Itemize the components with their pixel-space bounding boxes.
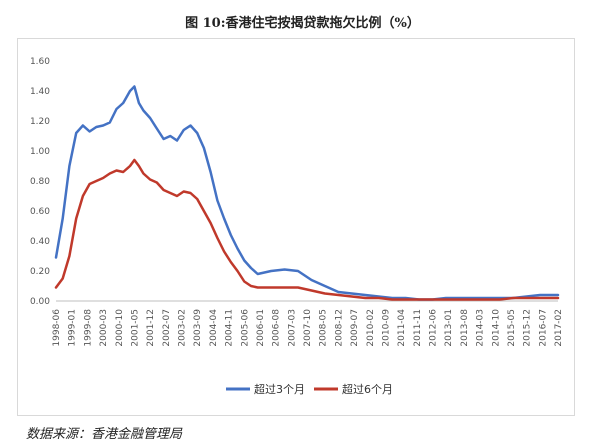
x-tick-label: 2007-10 [303, 309, 313, 347]
x-tick-label: 2009-07 [350, 309, 360, 347]
line-chart: 0.00 0.20 0.40 0.60 0.80 1.00 1.20 1.40 1.60 1998… [30, 57, 564, 396]
x-tick-label: 2011-11 [413, 309, 423, 347]
x-tick-label: 2002-07 [162, 309, 172, 347]
x-tick-label: 1999-08 [83, 309, 93, 347]
x-tick-label: 2008-05 [319, 309, 329, 347]
legend-label-1: 超过3个月 [254, 382, 305, 396]
y-tick-label: 1.20 [30, 117, 50, 127]
x-tick-label: 2005-06 [240, 309, 250, 347]
x-tick-label: 2012-06 [429, 309, 439, 347]
x-tick-label: 2001-12 [146, 309, 156, 347]
legend-label-2: 超过6个月 [342, 382, 393, 396]
y-tick-label: 1.00 [30, 147, 50, 157]
chart-frame: 0.00 0.20 0.40 0.60 0.80 1.00 1.20 1.40 1.60 1998… [17, 38, 575, 416]
x-tick-label: 2000-03 [99, 309, 109, 347]
x-tick-label: 2010-02 [366, 309, 376, 347]
y-tick-label: 0.80 [30, 177, 50, 187]
x-tick-label: 2011-04 [397, 309, 407, 347]
x-tick-label: 2017-02 [554, 309, 564, 347]
x-tick-label: 1998-06 [52, 309, 62, 347]
x-tick-label: 1999-01 [68, 309, 78, 347]
series-line-2 [54, 158, 560, 301]
x-tick-label: 2015-05 [507, 309, 517, 347]
x-tick-label: 2006-08 [272, 309, 282, 347]
x-tick-label: 2013-08 [460, 309, 470, 347]
x-tick-label: 2016-07 [538, 309, 548, 347]
x-tick-label: 2008-12 [334, 309, 344, 347]
x-tick-label: 2014-03 [476, 309, 486, 347]
y-tick-label: 0.00 [30, 297, 50, 307]
chart-legend: 超过3个月 超过6个月 [226, 382, 393, 396]
chart-title: 图 10:香港住宅按揭贷款拖欠比例（%） [185, 16, 420, 31]
series-layer [54, 85, 560, 301]
x-tick-label: 2001-05 [130, 309, 140, 347]
y-tick-label: 0.20 [30, 267, 50, 277]
x-tick-label: 2003-09 [193, 309, 203, 347]
x-tick-label: 2006-01 [256, 309, 266, 347]
x-tick-label: 2013-01 [444, 309, 454, 347]
y-tick-label: 0.40 [30, 237, 50, 247]
x-tick-label: 2000-10 [115, 309, 125, 347]
chart-axes: 0.00 0.20 0.40 0.60 0.80 1.00 1.20 1.40 1.60 1998… [30, 57, 564, 347]
x-tick-label: 2007-03 [287, 309, 297, 347]
x-tick-label: 2003-02 [178, 309, 188, 347]
x-tick-label: 2004-04 [209, 309, 219, 347]
data-source-note: 数据来源：香港金融管理局 [26, 427, 183, 442]
x-tick-label: 2015-12 [523, 309, 533, 347]
y-tick-label: 0.60 [30, 207, 50, 217]
y-tick-label: 1.60 [30, 57, 50, 67]
series-line-1 [54, 85, 560, 301]
y-tick-label: 1.40 [30, 87, 50, 97]
x-tick-label: 2010-09 [381, 309, 391, 347]
x-tick-label: 2004-11 [225, 309, 235, 347]
x-tick-label: 2014-10 [491, 309, 501, 347]
